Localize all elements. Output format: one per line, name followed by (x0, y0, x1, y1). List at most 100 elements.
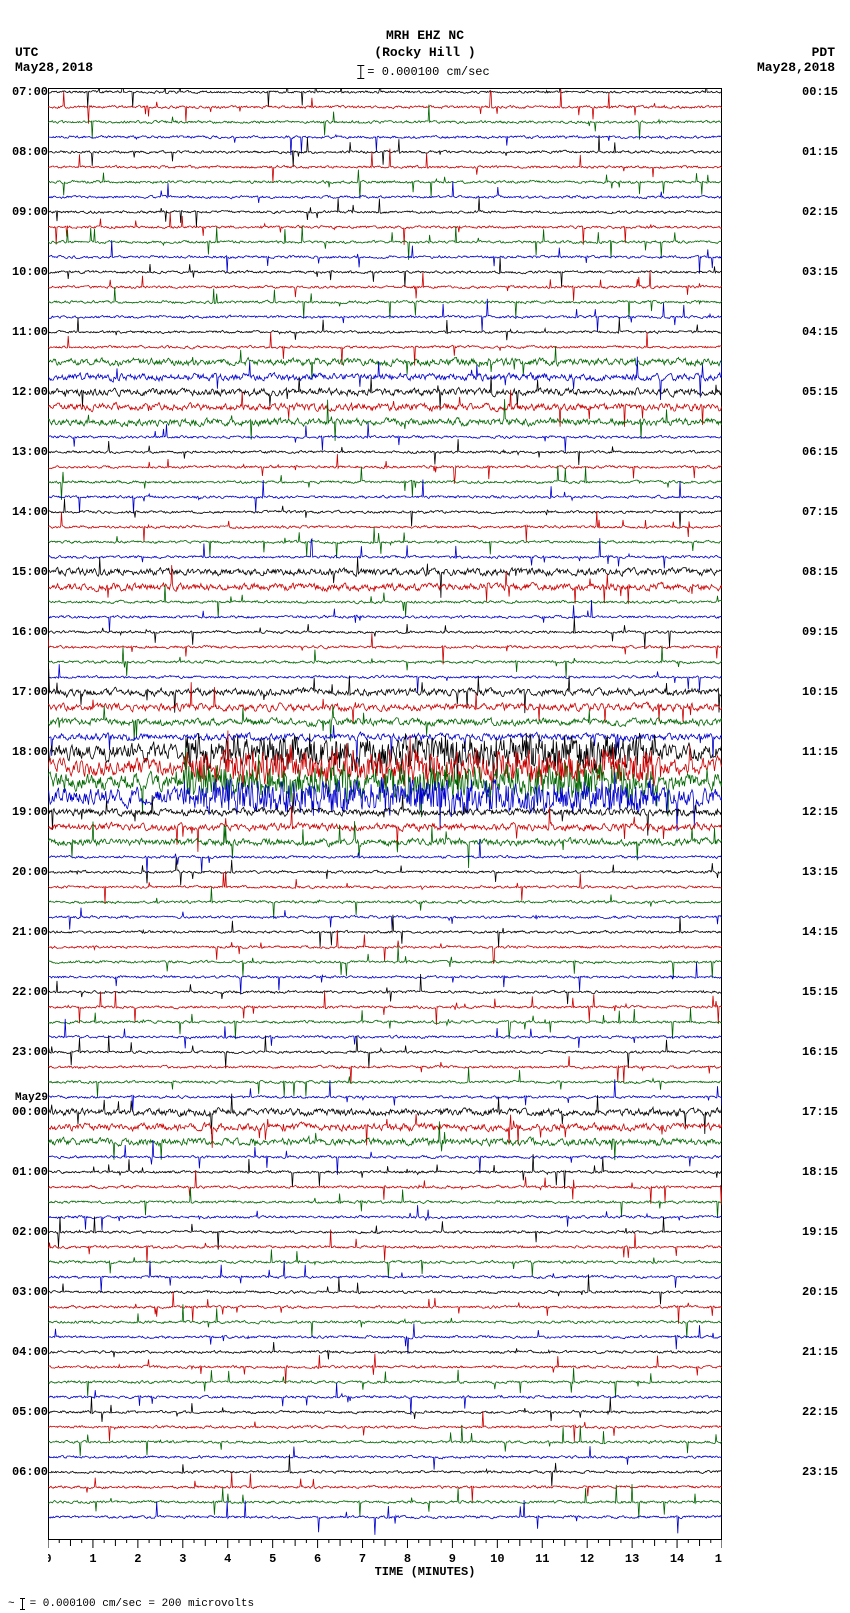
x-tick-label: 11 (535, 1552, 549, 1566)
seismogram-trace (48, 1019, 722, 1049)
seismogram-trace (48, 317, 722, 340)
seismogram-trace (48, 1140, 722, 1175)
seismogram-trace (48, 1411, 722, 1442)
seismogram-trace (48, 1396, 722, 1422)
seismogram-trace (48, 1217, 722, 1250)
seismogram-trace (48, 511, 722, 542)
seismogram-trace (48, 225, 722, 259)
utc-hour-label: 23:00 (12, 1045, 48, 1059)
seismogram-trace (48, 454, 722, 484)
seismogram-trace (48, 1094, 722, 1135)
seismogram-trace (48, 213, 722, 246)
pdt-hour-label: 22:15 (802, 1405, 838, 1419)
pdt-hour-label: 08:15 (802, 565, 838, 579)
seismogram-trace (48, 1304, 722, 1338)
utc-hour-label: 07:00 (12, 85, 48, 99)
seismogram-trace (48, 887, 722, 919)
seismogram-trace (48, 617, 722, 649)
pdt-hour-label: 14:15 (802, 925, 838, 939)
utc-hour-label: 03:00 (12, 1285, 48, 1299)
seismogram-trace (48, 1035, 722, 1068)
x-tick-label: 13 (625, 1552, 639, 1566)
seismogram-trace (48, 1067, 722, 1097)
seismogram-trace (48, 915, 722, 948)
pdt-hour-label: 18:15 (802, 1165, 838, 1179)
seismogram-trace (48, 871, 722, 904)
x-tick-label: 0 (48, 1552, 52, 1566)
pdt-hour-label: 00:15 (802, 85, 838, 99)
seismogram-svg (48, 88, 722, 1540)
utc-hour-label: 16:00 (12, 625, 48, 639)
utc-hour-label: 22:00 (12, 985, 48, 999)
utc-hour-label: 17:00 (12, 685, 48, 699)
seismogram-trace (48, 1425, 722, 1456)
seismogram-trace (48, 1170, 722, 1205)
pdt-hour-label: 16:15 (802, 1045, 838, 1059)
seismogram-trace (48, 1473, 722, 1502)
seismogram-trace (48, 332, 722, 366)
utc-hour-label: 14:00 (12, 505, 48, 519)
x-tick-label: 8 (404, 1552, 411, 1566)
seismogram-trace (48, 962, 722, 994)
seismogram-trace (48, 257, 722, 287)
seismogram-trace (48, 287, 722, 319)
seismogram-plot (48, 88, 722, 1540)
seismogram-trace (48, 198, 722, 228)
utc-hour-label: 15:00 (12, 565, 48, 579)
x-axis-label: TIME (MINUTES) (0, 1565, 850, 1579)
pdt-hour-label: 11:15 (802, 745, 838, 759)
seismogram-trace (48, 930, 722, 963)
seismogram-trace (48, 1188, 722, 1218)
seismogram-trace (48, 821, 722, 868)
pdt-hour-label: 20:15 (802, 1285, 838, 1299)
pdt-hour-label: 21:15 (802, 1345, 838, 1359)
scale-marker: = 0.000100 cm/sec (360, 65, 489, 79)
seismogram-trace (48, 527, 722, 558)
midnight-label: May29 (15, 1092, 48, 1104)
seismogram-trace (48, 1261, 722, 1293)
pdt-hour-label: 15:15 (802, 985, 838, 999)
x-tick-label: 10 (490, 1552, 504, 1566)
seismogram-trace (48, 991, 722, 1025)
timezone-left: UTC (15, 45, 38, 60)
seismogram-trace (48, 682, 722, 723)
seismogram-trace (48, 633, 722, 664)
pdt-hour-label: 02:15 (802, 205, 838, 219)
seismogram-trace (48, 299, 722, 332)
utc-hour-label: 10:00 (12, 265, 48, 279)
seismogram-trace (48, 1121, 722, 1160)
seismogram-trace (48, 646, 722, 678)
utc-hour-label: 19:00 (12, 805, 48, 819)
seismogram-trace (48, 346, 722, 380)
pdt-hour-label: 09:15 (802, 625, 838, 639)
utc-hour-label: 12:00 (12, 385, 48, 399)
footer-tick-icon (22, 1598, 23, 1610)
station-header: MRH EHZ NC (Rocky Hill ) (0, 28, 850, 62)
x-tick-label: 4 (224, 1552, 231, 1566)
x-tick-label: 9 (449, 1552, 456, 1566)
x-tick-label: 1 (89, 1552, 96, 1566)
utc-hour-label: 00:00 (12, 1105, 48, 1119)
pdt-hour-label: 17:15 (802, 1105, 838, 1119)
seismogram-trace (48, 1056, 722, 1083)
x-tick-label: 12 (580, 1552, 594, 1566)
utc-hour-label: 01:00 (12, 1165, 48, 1179)
seismogram-trace (48, 439, 722, 465)
utc-hour-label: 11:00 (12, 325, 48, 339)
seismogram-trace (48, 170, 722, 199)
pdt-hour-label: 10:15 (802, 685, 838, 699)
pdt-hour-label: 07:15 (802, 505, 838, 519)
pdt-hour-label: 23:15 (802, 1465, 838, 1479)
seismogram-trace (48, 1383, 722, 1415)
utc-hour-label: 20:00 (12, 865, 48, 879)
seismogram-trace (48, 1079, 722, 1112)
pdt-hour-label: 13:15 (802, 865, 838, 879)
utc-hour-label: 18:00 (12, 745, 48, 759)
seismogram-trace (48, 1008, 722, 1039)
date-left: May28,2018 (15, 60, 93, 75)
seismogram-trace (48, 857, 722, 885)
x-tick-label: 7 (359, 1552, 366, 1566)
seismogram-trace (48, 1324, 722, 1354)
utc-hour-label: 08:00 (12, 145, 48, 159)
seismogram-trace (48, 499, 722, 528)
